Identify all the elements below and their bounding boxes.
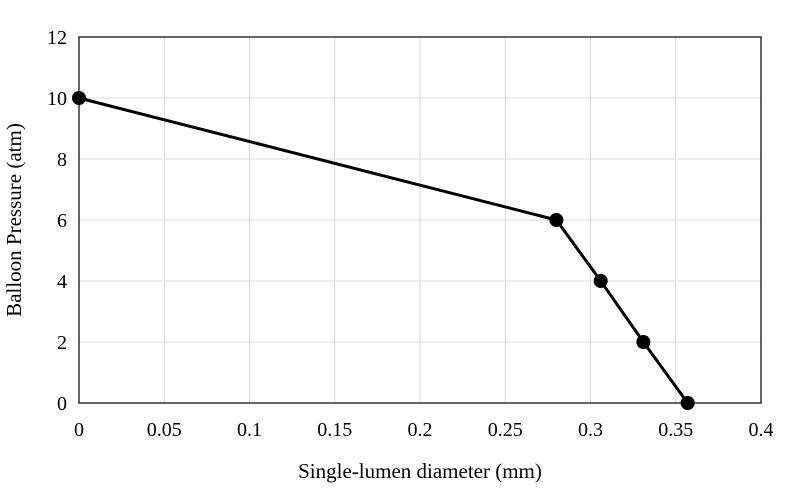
x-tick-label-7: 0.35 <box>658 419 693 441</box>
y-tick-label-6: 12 <box>47 27 67 49</box>
y-tick-label-3: 6 <box>57 210 67 232</box>
axes <box>78 36 762 404</box>
y-tick-label-5: 10 <box>47 88 67 110</box>
x-tick-label-2: 0.1 <box>237 419 262 441</box>
data-point-0-4 <box>680 396 695 410</box>
y-tick-label-4: 8 <box>57 149 67 171</box>
series-layer <box>72 91 695 410</box>
plot-border <box>78 36 762 404</box>
x-tick-label-1: 0.05 <box>147 419 182 441</box>
grid <box>78 36 762 404</box>
y-tick-label-2: 4 <box>57 271 67 293</box>
data-point-0-2 <box>593 274 608 288</box>
x-axis-title: Single-lumen diameter (mm) <box>298 459 542 483</box>
x-tick-label-8: 0.4 <box>749 419 774 441</box>
x-tick-label-4: 0.2 <box>408 419 433 441</box>
y-tick-label-1: 2 <box>57 332 67 354</box>
x-tick-label-6: 0.3 <box>578 419 603 441</box>
labels-layer: 0 0.05 0.1 0.15 0.2 0.25 0.3 0.35 0.4 0 2 4 6 8 10 12 <box>47 27 774 441</box>
y-axis-title: Balloon Pressure (atm) <box>2 123 26 317</box>
x-tick-label-3: 0.15 <box>317 419 352 441</box>
data-point-0-3 <box>636 335 651 349</box>
y-tick-label-0: 0 <box>57 393 67 415</box>
series-line-0 <box>77 96 690 405</box>
data-point-0-0 <box>72 91 86 105</box>
data-point-0-1 <box>549 213 564 227</box>
x-tick-label-0: 0 <box>74 419 84 441</box>
x-tick-label-5: 0.25 <box>488 419 523 441</box>
